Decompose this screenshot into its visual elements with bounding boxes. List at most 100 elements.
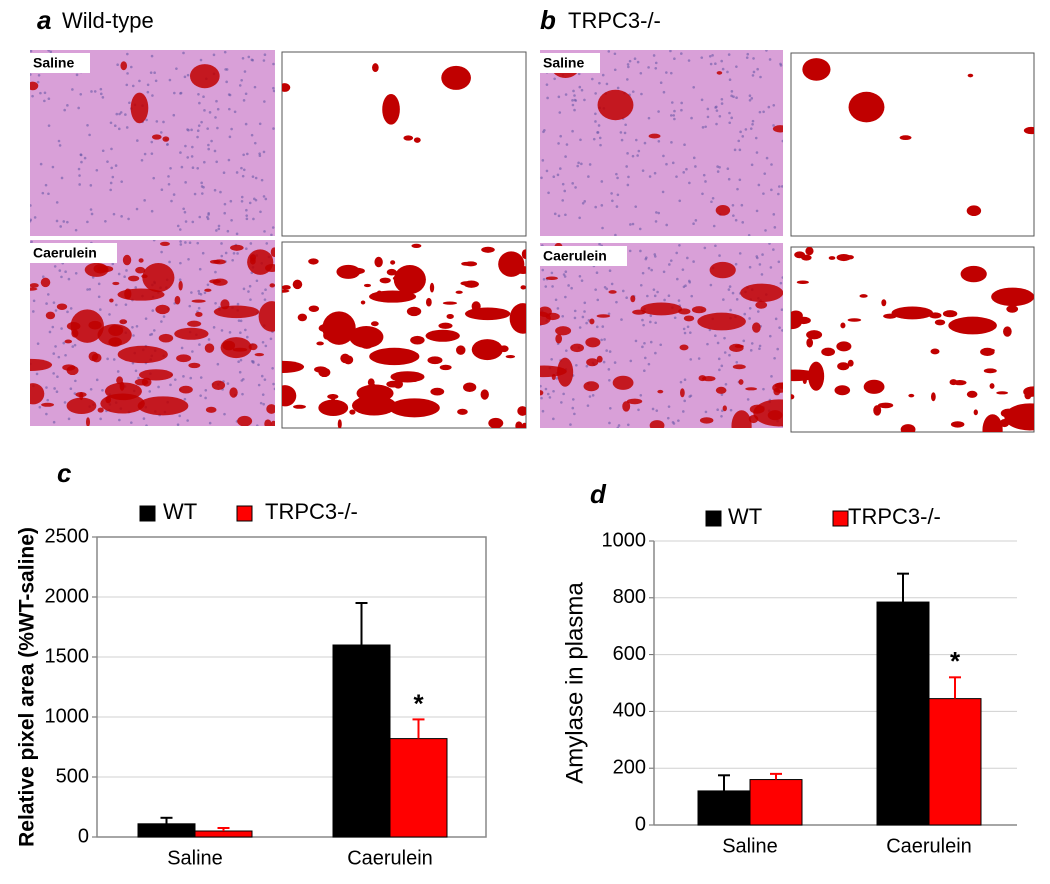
image-content [282, 243, 526, 428]
cell-nucleus [762, 387, 765, 391]
cell-nucleus [245, 214, 249, 217]
cell-nucleus [129, 65, 133, 69]
cell-nucleus [248, 284, 252, 288]
cell-nucleus [264, 288, 267, 292]
cell-nucleus [564, 270, 568, 274]
cell-nucleus [207, 213, 210, 216]
cell-nucleus [30, 218, 33, 222]
cell-nucleus [78, 183, 81, 186]
cell-nucleus [134, 369, 138, 373]
stain-blob [481, 246, 495, 253]
stain-blob [71, 329, 79, 338]
cell-nucleus [761, 253, 764, 256]
cell-nucleus [605, 349, 608, 352]
cell-nucleus [191, 350, 194, 353]
cell-nucleus [271, 226, 275, 229]
cell-nucleus [77, 167, 81, 171]
cell-nucleus [758, 344, 762, 348]
cell-nucleus [207, 143, 210, 147]
cell-nucleus [204, 388, 208, 392]
stain-blob [457, 408, 468, 415]
legend-label: WT [728, 504, 762, 529]
cell-nucleus [46, 293, 50, 296]
cell-nucleus [594, 288, 597, 291]
cell-nucleus [57, 355, 61, 359]
cell-nucleus [184, 181, 187, 184]
cell-nucleus [776, 347, 780, 351]
cell-nucleus [47, 97, 51, 101]
stain-blob [117, 288, 165, 301]
cell-nucleus [33, 216, 37, 219]
stain-blob [390, 371, 425, 383]
cell-nucleus [260, 178, 264, 182]
stain-blob [248, 343, 258, 351]
cell-nucleus [30, 204, 32, 207]
cell-nucleus [215, 229, 218, 232]
cell-nucleus [578, 326, 582, 329]
cell-nucleus [774, 317, 778, 321]
stain-blob [363, 283, 372, 288]
cell-nucleus [596, 131, 600, 134]
stain-blob [211, 380, 226, 391]
cell-nucleus [160, 250, 163, 254]
cell-nucleus [554, 298, 558, 302]
cell-nucleus [653, 294, 657, 298]
y-tick-label: 800 [613, 586, 646, 608]
cell-nucleus [571, 129, 574, 133]
cell-nucleus [767, 105, 771, 109]
cell-nucleus [260, 374, 264, 378]
cell-nucleus [203, 291, 207, 295]
stain-blob [337, 419, 342, 428]
cell-nucleus [262, 150, 266, 154]
cell-nucleus [198, 215, 202, 219]
stain-blob [360, 300, 366, 305]
stain-blob [837, 362, 850, 371]
cell-nucleus [642, 323, 645, 327]
cell-nucleus [47, 50, 50, 52]
stain-blob [79, 391, 84, 401]
cell-nucleus [157, 385, 160, 389]
cell-nucleus [77, 106, 80, 110]
cell-nucleus [135, 207, 139, 211]
cell-nucleus [722, 298, 725, 301]
cell-nucleus [723, 336, 726, 340]
cell-nucleus [243, 70, 247, 73]
cell-nucleus [223, 211, 227, 215]
cell-nucleus [172, 113, 176, 117]
cell-nucleus [758, 110, 762, 114]
cell-nucleus [765, 50, 768, 52]
cell-nucleus [750, 97, 754, 100]
y-axis-label: Relative pixel area (%WT-saline) [16, 527, 39, 847]
stain-blob [873, 405, 882, 416]
cell-nucleus [678, 199, 682, 203]
cell-nucleus [216, 126, 219, 130]
x-tick-label: Caerulein [347, 847, 433, 869]
cell-nucleus [216, 107, 220, 111]
cell-nucleus [669, 259, 673, 262]
cell-nucleus [559, 134, 562, 138]
stain-blob [138, 258, 144, 263]
stain-blob [314, 366, 328, 373]
cell-nucleus [654, 220, 658, 223]
cell-nucleus [731, 203, 735, 207]
cell-nucleus [640, 92, 643, 96]
cell-nucleus [552, 389, 555, 393]
cell-nucleus [552, 175, 556, 179]
cell-nucleus [727, 288, 731, 291]
cell-nucleus [74, 228, 78, 232]
cell-nucleus [263, 298, 267, 301]
cell-nucleus [225, 80, 228, 84]
cell-nucleus [183, 397, 187, 401]
stain-blob [715, 204, 731, 216]
cell-nucleus [272, 382, 275, 386]
cell-nucleus [615, 300, 618, 304]
stain-blob [555, 333, 563, 344]
stain-blob [117, 345, 168, 364]
stain-blob [159, 241, 170, 247]
cell-nucleus [257, 363, 260, 367]
cell-nucleus [179, 240, 182, 243]
cell-nucleus [728, 78, 732, 82]
image-content [791, 247, 1034, 432]
cell-nucleus [662, 154, 665, 158]
error-bar [217, 827, 230, 831]
